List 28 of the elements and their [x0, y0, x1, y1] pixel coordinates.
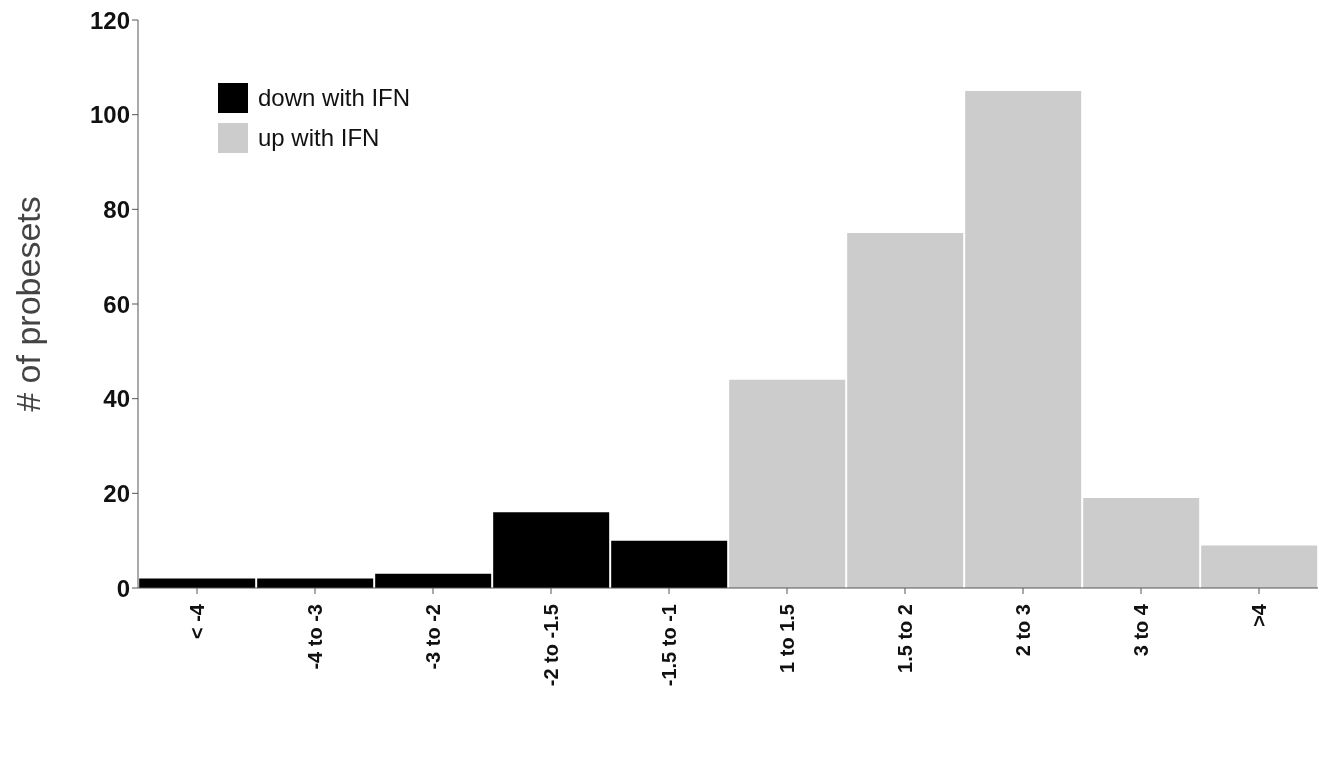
y-tick-label: 80: [103, 195, 130, 223]
bar: [729, 379, 846, 588]
y-tick-label: 60: [103, 290, 130, 318]
x-tick-label: < -4: [186, 603, 208, 640]
bar: [493, 512, 610, 588]
y-tick-label: 20: [103, 479, 130, 507]
legend-label: down with IFN: [258, 83, 411, 113]
x-tick-label: 2 to 3: [1012, 604, 1034, 657]
x-tick-label: 1 to 1.5: [776, 604, 798, 673]
x-tick-label: -2 to -1.5: [540, 604, 562, 687]
x-tick-label: 3 to 4: [1130, 603, 1152, 657]
bar: [611, 540, 728, 588]
x-tick-label: -3 to -2: [422, 604, 444, 670]
x-tick-label: 1.5 to 2: [894, 604, 916, 673]
y-tick-label: 0: [116, 574, 130, 602]
x-tick-label: -1.5 to -1: [658, 604, 680, 687]
bar: [1201, 545, 1318, 588]
y-tick-label: 100: [89, 101, 130, 129]
bar: [375, 573, 492, 588]
bar: [847, 233, 964, 588]
x-tick-label: >4: [1248, 603, 1270, 627]
x-tick-label: -4 to -3: [304, 604, 326, 670]
legend-label: up with IFN: [258, 123, 380, 153]
bar: [965, 91, 1082, 588]
bar: [1083, 498, 1200, 588]
y-tick-label: 40: [103, 385, 130, 413]
y-axis-title: # of probesets: [9, 196, 48, 412]
y-tick-label: 120: [89, 6, 130, 34]
